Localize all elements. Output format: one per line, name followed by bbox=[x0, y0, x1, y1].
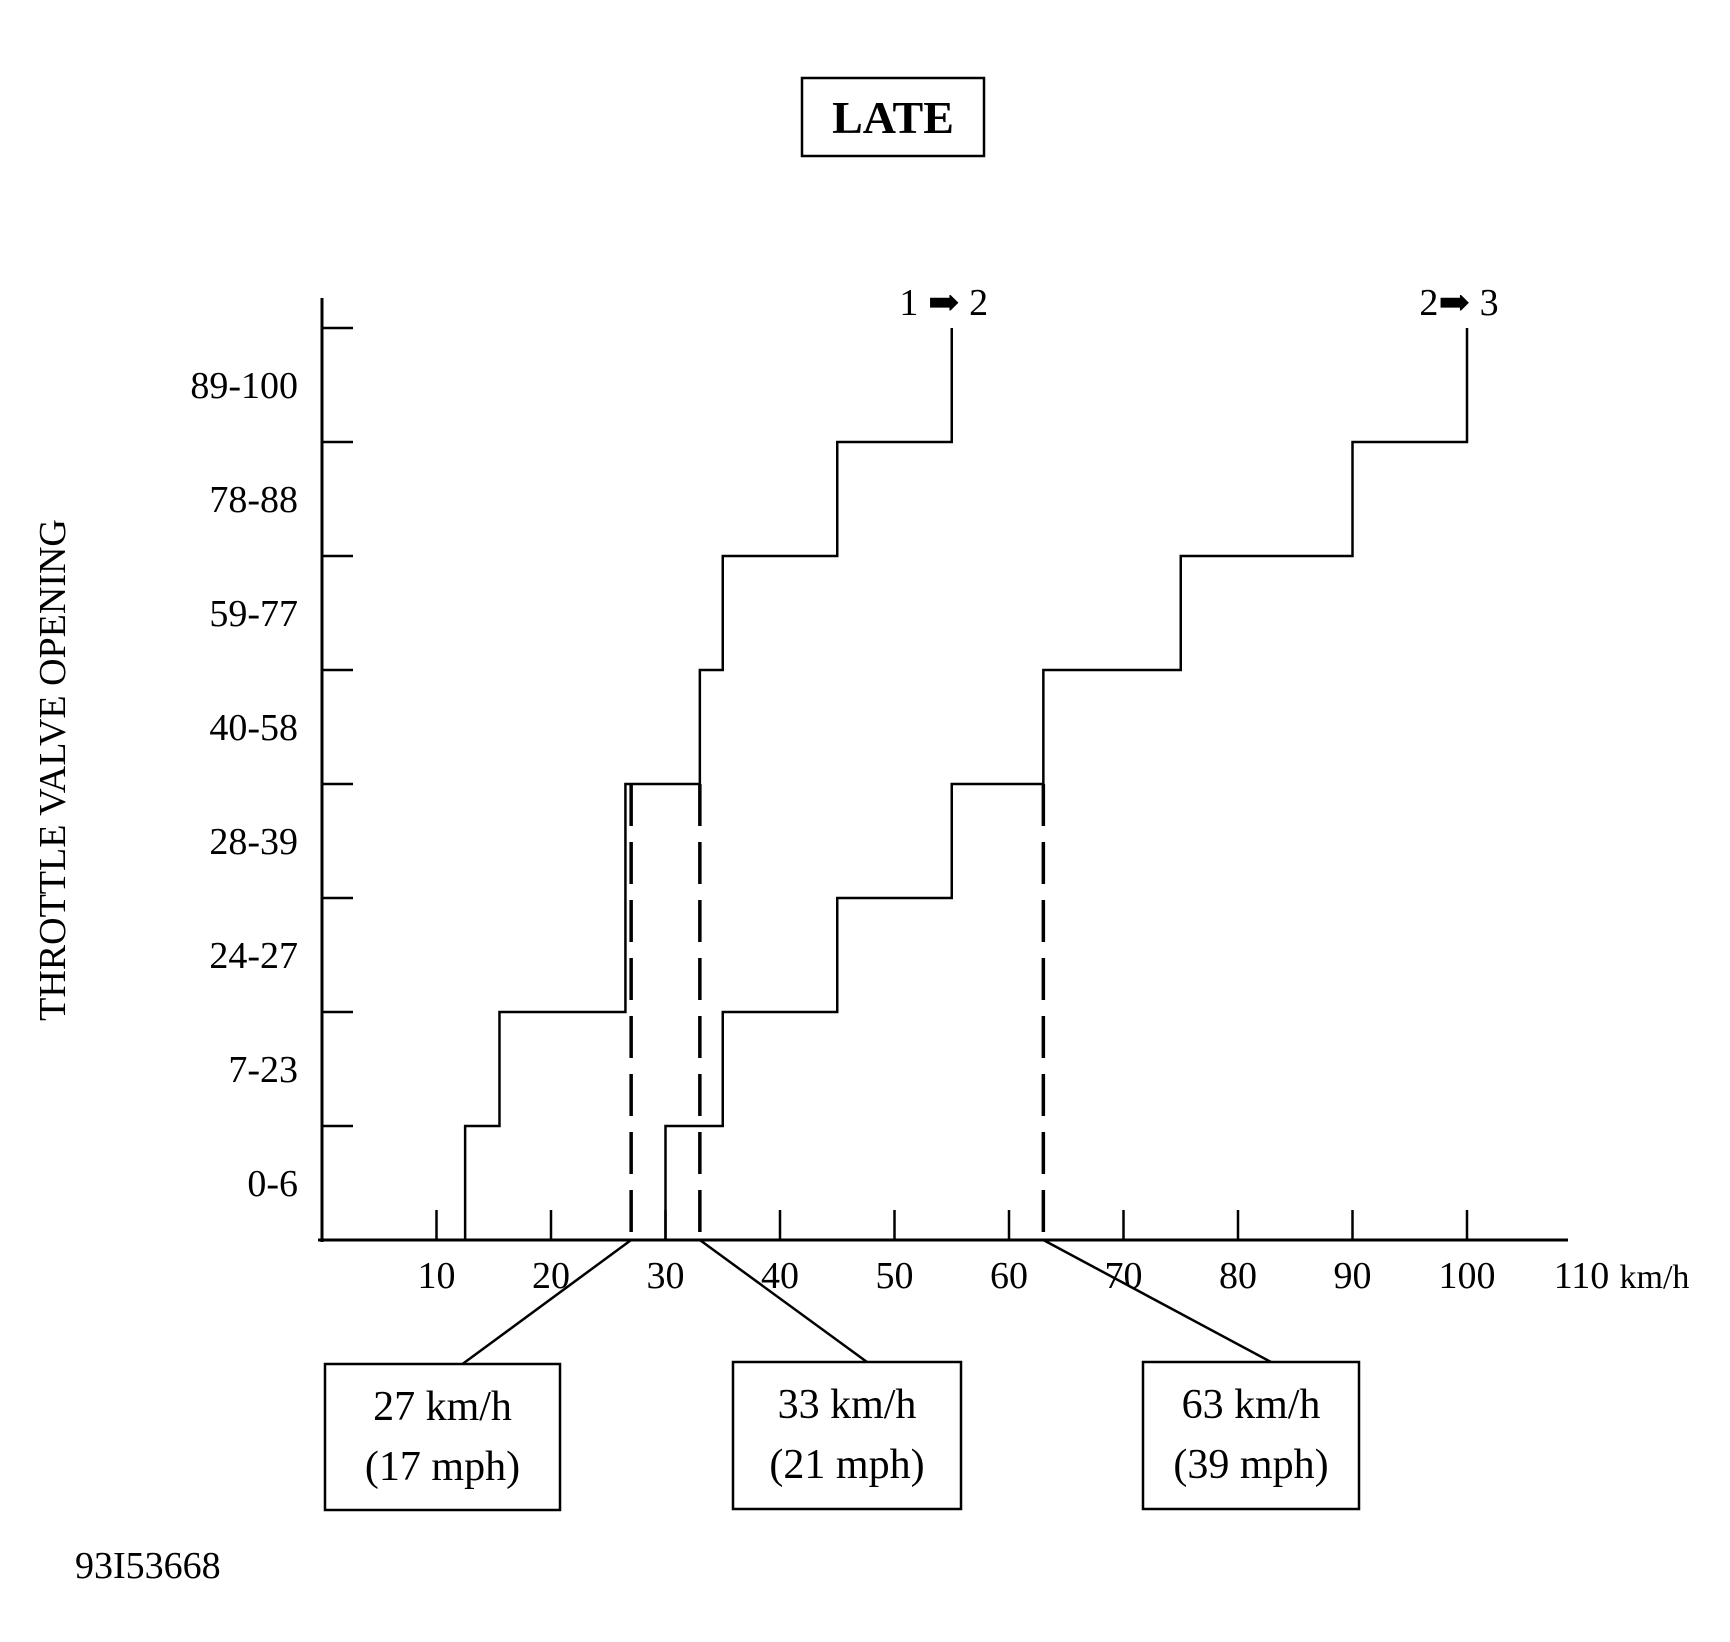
callout-mph: (21 mph) bbox=[769, 1442, 924, 1488]
callout-kmh: 63 km/h bbox=[1182, 1382, 1321, 1428]
callout-kmh: 33 km/h bbox=[778, 1382, 917, 1428]
callout-box bbox=[323, 1362, 562, 1512]
chart-title: LATE bbox=[832, 92, 954, 143]
y-tick-label: 40-58 bbox=[209, 707, 298, 749]
y-tick-label: 7-23 bbox=[228, 1049, 298, 1091]
title-box bbox=[800, 76, 986, 158]
x-unit-label: km/h bbox=[1620, 1259, 1690, 1296]
y-tick-label: 24-27 bbox=[209, 935, 298, 977]
y-tick-label: 28-39 bbox=[209, 821, 298, 863]
x-tick-label: 40 bbox=[761, 1255, 799, 1297]
x-tick-label: 10 bbox=[418, 1255, 456, 1297]
x-tick-label: 110 bbox=[1554, 1255, 1610, 1297]
callout-leader bbox=[1042, 1238, 1272, 1364]
x-tick-label: 60 bbox=[990, 1255, 1028, 1297]
series-line-2 bbox=[664, 328, 1469, 1240]
x-tick-label: 100 bbox=[1439, 1255, 1496, 1297]
callout-leader bbox=[699, 1238, 868, 1364]
callout-leader bbox=[461, 1238, 632, 1366]
series-label-1: 1 ➡ 2 bbox=[899, 282, 988, 324]
x-tick-label: 30 bbox=[647, 1255, 685, 1297]
callout-mph: (17 mph) bbox=[365, 1444, 520, 1490]
x-tick-label: 80 bbox=[1219, 1255, 1257, 1297]
y-tick-label: 0-6 bbox=[247, 1163, 298, 1205]
x-tick-label: 90 bbox=[1334, 1255, 1372, 1297]
series-line-1 bbox=[463, 328, 953, 1240]
y-tick-label: 78-88 bbox=[209, 479, 298, 521]
y-axis-label: THROTTLE VALVE OPENING bbox=[32, 519, 74, 1021]
x-tick-label: 50 bbox=[876, 1255, 914, 1297]
callout-box bbox=[731, 1360, 963, 1511]
y-tick-label: 89-100 bbox=[190, 365, 298, 407]
callout-box bbox=[1141, 1360, 1361, 1511]
series-label-2: 2➡ 3 bbox=[1419, 282, 1498, 324]
y-tick-label: 59-77 bbox=[209, 593, 298, 635]
figure-id: 93I53668 bbox=[75, 1545, 221, 1587]
callout-kmh: 27 km/h bbox=[373, 1384, 512, 1430]
callout-mph: (39 mph) bbox=[1173, 1442, 1328, 1488]
